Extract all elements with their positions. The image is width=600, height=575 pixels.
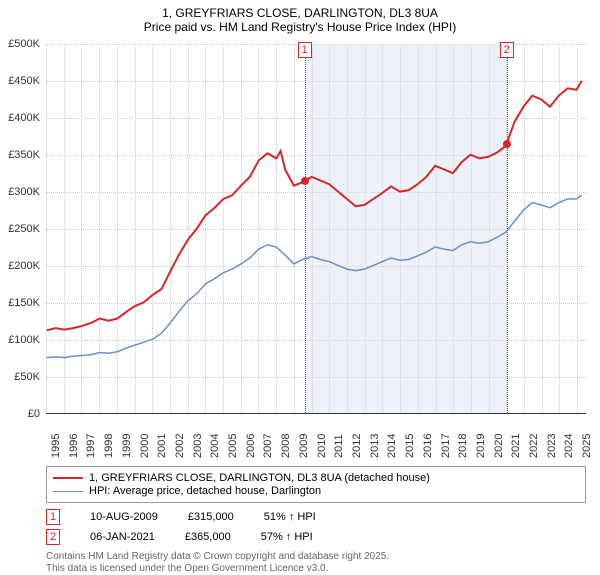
x-tick-label: 1998 [103, 434, 115, 458]
legend-row-property: 1, GREYFRIARS CLOSE, DARLINGTON, DL3 8UA… [53, 472, 579, 484]
y-tick-label: £350K [8, 149, 40, 161]
legend-box: 1, GREYFRIARS CLOSE, DARLINGTON, DL3 8UA… [46, 466, 586, 503]
chart-titles: 1, GREYFRIARS CLOSE, DARLINGTON, DL3 8UA… [0, 0, 600, 34]
y-tick-label: £200K [8, 260, 40, 272]
x-tick-label: 1999 [121, 434, 133, 458]
x-tick-label: 2009 [298, 434, 310, 458]
x-tick-label: 2004 [209, 434, 221, 458]
sale-date-1: 10-AUG-2009 [90, 511, 158, 523]
plot-area: 12 [46, 44, 586, 414]
license-line-1: Contains HM Land Registry data © Crown c… [46, 551, 586, 563]
sale-marker-box: 2 [500, 42, 514, 58]
legend-label-hpi: HPI: Average price, detached house, Darl… [89, 485, 321, 497]
series-property [47, 81, 582, 330]
sale-price-1: £315,000 [188, 511, 234, 523]
license-line-2: This data is licensed under the Open Gov… [46, 563, 586, 575]
x-tick-label: 2006 [245, 434, 257, 458]
sale-dot [503, 140, 511, 148]
x-tick-label: 2000 [139, 434, 151, 458]
y-axis: £0£50K£100K£150K£200K£250K£300K£350K£400… [0, 44, 44, 414]
series-hpi [47, 195, 582, 357]
x-tick-label: 2015 [404, 434, 416, 458]
x-tick-label: 2011 [333, 434, 345, 458]
sale-dot [301, 177, 309, 185]
y-tick-label: £300K [8, 186, 40, 198]
license-text: Contains HM Land Registry data © Crown c… [46, 551, 586, 575]
x-tick-label: 1995 [50, 434, 62, 458]
sale-hpi-1: 51% ↑ HPI [264, 511, 316, 523]
x-tick-label: 2019 [475, 434, 487, 458]
sale-date-2: 06-JAN-2021 [90, 531, 155, 543]
x-tick-label: 2003 [192, 434, 204, 458]
x-tick-label: 2012 [351, 434, 363, 458]
y-tick-label: £150K [8, 297, 40, 309]
sale-idx-2: 2 [46, 529, 60, 545]
y-tick-label: £400K [8, 112, 40, 124]
x-tick-label: 2007 [262, 434, 274, 458]
line-layer [46, 44, 586, 413]
x-tick-label: 2023 [546, 434, 558, 458]
y-tick-label: £0 [28, 408, 40, 420]
x-tick-label: 2008 [280, 434, 292, 458]
x-tick-label: 2001 [156, 434, 168, 458]
y-tick-label: £450K [8, 75, 40, 87]
x-tick-label: 2005 [227, 434, 239, 458]
x-tick-label: 1997 [85, 434, 97, 458]
x-tick-label: 2022 [528, 434, 540, 458]
x-tick-label: 2014 [386, 434, 398, 458]
sale-row-2: 2 06-JAN-2021 £365,000 57% ↑ HPI [46, 527, 586, 547]
legend-row-hpi: HPI: Average price, detached house, Darl… [53, 485, 579, 497]
sale-marker-box: 1 [298, 42, 312, 58]
x-tick-label: 2016 [422, 434, 434, 458]
x-tick-label: 2018 [457, 434, 469, 458]
legend-area: 1, GREYFRIARS CLOSE, DARLINGTON, DL3 8UA… [46, 466, 586, 575]
sale-table: 1 10-AUG-2009 £315,000 51% ↑ HPI 2 06-JA… [46, 507, 586, 547]
x-tick-label: 2010 [316, 434, 328, 458]
x-axis: 1995 1996 1997 1998 1999 2000 2001 2002 2003 2004… [46, 418, 586, 466]
sale-hpi-2: 57% ↑ HPI [261, 531, 313, 543]
sale-price-2: £365,000 [185, 531, 231, 543]
x-tick-label: 2017 [440, 434, 452, 458]
y-tick-label: £500K [8, 38, 40, 50]
sale-line [507, 44, 508, 413]
x-tick-label: 2024 [563, 434, 575, 458]
x-tick-label: 2020 [493, 434, 505, 458]
y-tick-label: £50K [14, 371, 40, 383]
chart-container: 1, GREYFRIARS CLOSE, DARLINGTON, DL3 8UA… [0, 0, 600, 560]
legend-swatch-property [53, 477, 83, 479]
x-tick-label: 2021 [510, 434, 522, 458]
legend-swatch-hpi [53, 491, 83, 492]
x-tick-label: 1996 [68, 434, 80, 458]
x-tick-label: 2025 [581, 434, 593, 458]
title-sub: Price paid vs. HM Land Registry's House … [0, 20, 600, 34]
y-tick-label: £100K [8, 334, 40, 346]
sale-line [305, 44, 306, 413]
legend-label-property: 1, GREYFRIARS CLOSE, DARLINGTON, DL3 8UA… [89, 472, 430, 484]
title-main: 1, GREYFRIARS CLOSE, DARLINGTON, DL3 8UA [0, 6, 600, 20]
sale-row-1: 1 10-AUG-2009 £315,000 51% ↑ HPI [46, 507, 586, 527]
sale-idx-1: 1 [46, 509, 60, 525]
y-tick-label: £250K [8, 223, 40, 235]
x-tick-label: 2002 [174, 434, 186, 458]
x-tick-label: 2013 [369, 434, 381, 458]
